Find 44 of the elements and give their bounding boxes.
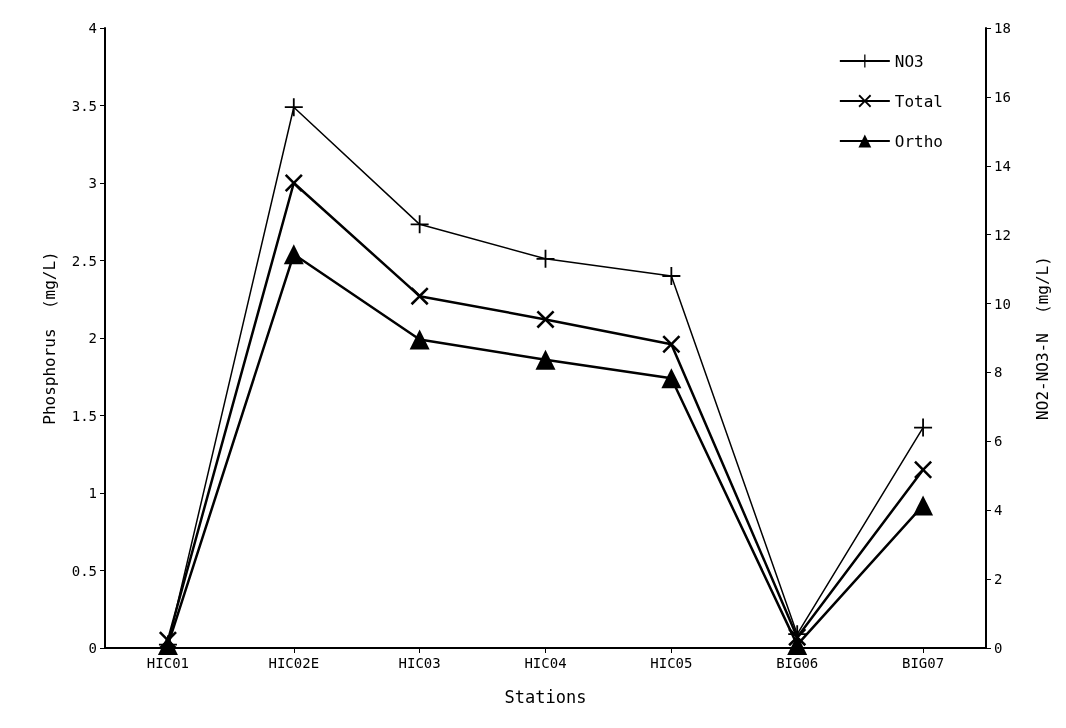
y-axis-title: Phosphorus (mg/L) [39,251,59,425]
x-tick-label: HIC01 [146,655,190,671]
y-tick-label: 4 [88,20,97,36]
x-tick-label: HIC05 [650,655,693,671]
y-tick-label: 1 [88,485,97,501]
y2-tick-label: 10 [994,295,1011,312]
x-tick-label: HIC02E [268,655,320,671]
y2-tick-label: 14 [994,157,1011,174]
y-tick-label: 2.5 [71,252,97,269]
point [535,349,556,370]
y2-tick-label: 8 [994,364,1003,381]
point [410,215,429,234]
y-tick-label: 3 [88,175,97,191]
point [409,329,430,350]
legend-label: Total [894,91,944,111]
point [284,98,303,117]
point [913,495,934,516]
point [662,335,681,354]
y-tick-label: 0 [88,640,97,656]
point [283,244,304,265]
y2-tick-label: 16 [994,88,1011,105]
y2-tick-label: 4 [994,502,1003,519]
x-tick-label: BIG07 [901,655,945,671]
y-tick-label: 0.5 [71,562,97,579]
y2-tick-label: 18 [994,20,1011,36]
x-axis-title: Stations [504,686,587,707]
legend-label: Ortho [894,131,944,151]
y2-tick-label: 0 [994,640,1003,656]
point [914,460,933,479]
x-tick-label: HIC04 [524,655,567,671]
y2-tick-label: 12 [994,226,1011,243]
y2-tick-label: 2 [994,571,1003,588]
point [284,174,303,192]
point [662,267,681,285]
point [661,368,682,389]
x-tick-label: BIG06 [776,655,819,671]
y-tick-label: 3.5 [71,97,97,114]
y-tick-label: 2 [88,330,97,346]
point [410,287,429,306]
y2-axis-title: NO2-NO3-N (mg/L) [1032,256,1052,420]
y2-tick-label: 6 [994,433,1003,450]
legend-label: NO3 [894,51,924,71]
y-tick-label: 1.5 [71,407,97,424]
x-tick-label: HIC03 [398,655,441,671]
